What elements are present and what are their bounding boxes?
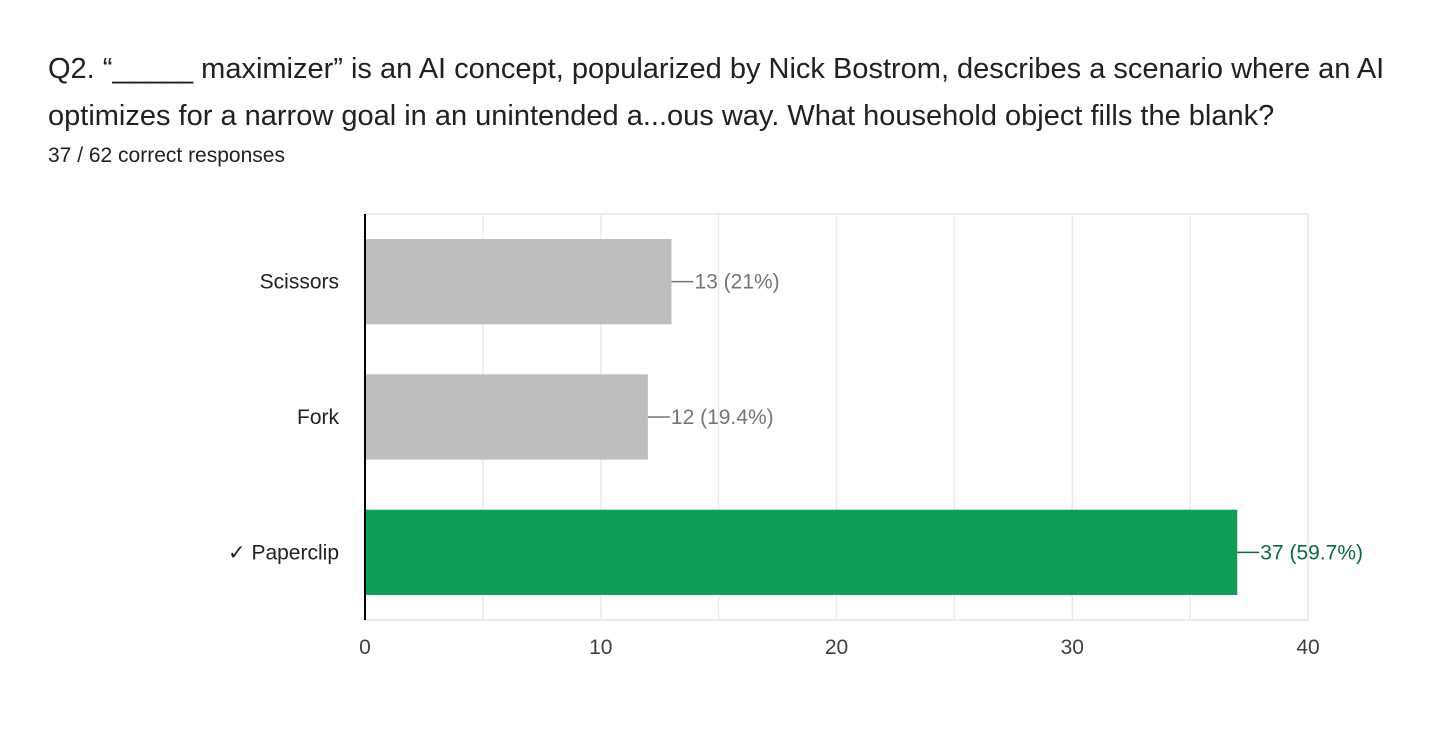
x-tick-label: 0	[359, 636, 371, 659]
category-label: ✓ Paperclip	[228, 541, 339, 564]
x-tick-label: 20	[825, 636, 848, 659]
x-tick-label: 40	[1296, 636, 1319, 659]
data-label: 12 (19.4%)	[671, 406, 774, 429]
x-tick-label: 10	[589, 636, 612, 659]
question-title: Q2. “_____ maximizer” is an AI concept, …	[48, 53, 1385, 132]
category-label: Scissors	[260, 271, 339, 294]
data-label: 13 (21%)	[694, 271, 779, 294]
bar	[365, 239, 672, 325]
correct-responses-count: 37 / 62 correct responses	[48, 144, 285, 167]
bar	[365, 509, 1238, 595]
x-tick-label: 30	[1061, 636, 1084, 659]
bar	[365, 374, 648, 460]
category-label: Fork	[297, 406, 340, 429]
data-label: 37 (59.7%)	[1260, 541, 1363, 564]
